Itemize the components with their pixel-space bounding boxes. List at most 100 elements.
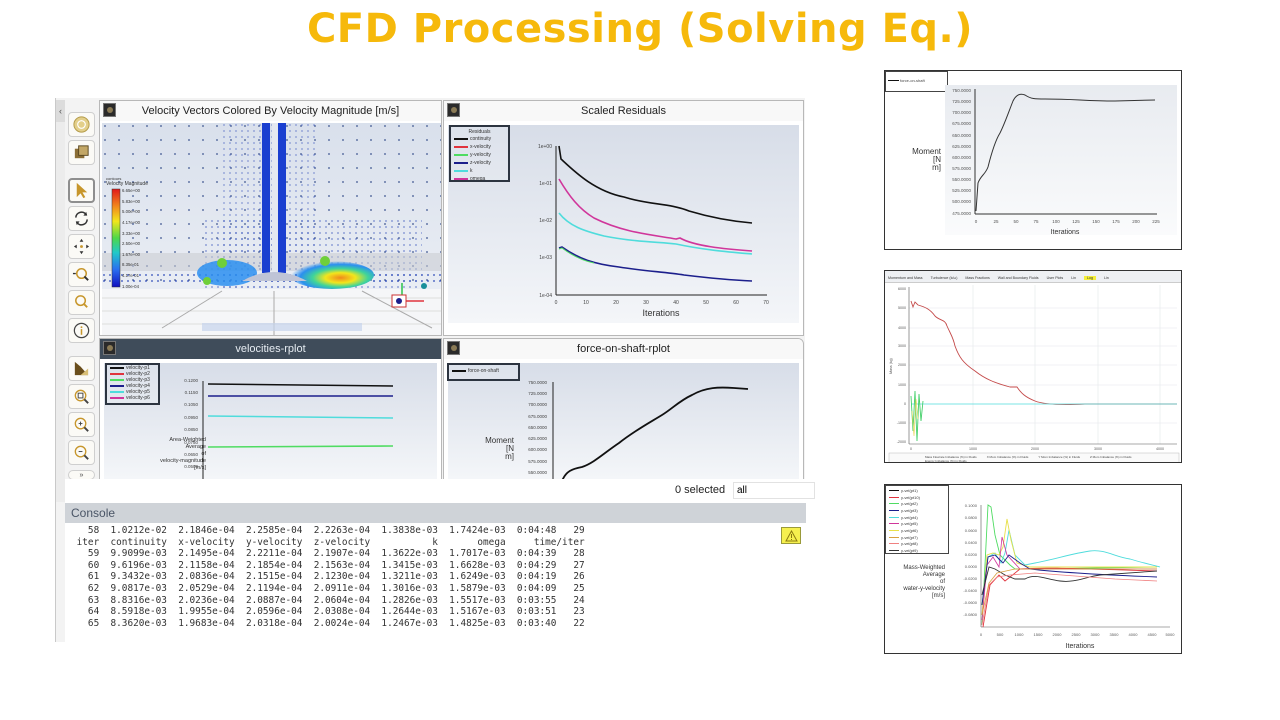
svg-text:70: 70 bbox=[763, 300, 769, 306]
fit-to-window-button[interactable] bbox=[68, 384, 95, 409]
pan-button[interactable] bbox=[68, 234, 95, 259]
zoom-out-button[interactable] bbox=[68, 440, 95, 465]
svg-text:600.0000: 600.0000 bbox=[528, 447, 547, 452]
svg-text:Mass (kg): Mass (kg) bbox=[889, 358, 893, 374]
console-output[interactable]: 58 1.0212e-02 2.1846e-04 2.2585e-04 2.22… bbox=[71, 525, 585, 629]
svg-text:550.0000: 550.0000 bbox=[528, 470, 547, 475]
pane-menu-icon[interactable] bbox=[103, 341, 116, 355]
force-on-shaft-pane[interactable]: force-on-shaft-rplot force-on-shaft Mome… bbox=[443, 338, 804, 480]
svg-text:725.0000: 725.0000 bbox=[528, 391, 547, 396]
svg-text:0.0800: 0.0800 bbox=[965, 515, 978, 520]
svg-text:50: 50 bbox=[1013, 219, 1019, 224]
svg-text:-0.0600: -0.0600 bbox=[963, 600, 977, 605]
warning-icon bbox=[784, 529, 798, 541]
svg-text:1000: 1000 bbox=[1015, 632, 1025, 637]
zoom-out-icon bbox=[74, 445, 89, 460]
scaled-residuals-pane[interactable]: Scaled Residuals Residuals continuity x-… bbox=[443, 100, 804, 336]
svg-text:750.0000: 750.0000 bbox=[952, 88, 971, 93]
velocity-vectors-pane[interactable]: Velocity Vectors Colored By Velocity Mag… bbox=[99, 100, 442, 336]
legend-item: y-vel(pt2) bbox=[886, 500, 948, 507]
svg-text:0: 0 bbox=[975, 219, 978, 224]
selection-filter-input[interactable] bbox=[733, 482, 815, 499]
pointer-select-button[interactable] bbox=[68, 178, 95, 203]
svg-text:0.0000: 0.0000 bbox=[965, 564, 978, 569]
svg-text:575.0000: 575.0000 bbox=[952, 166, 971, 171]
svg-text:-0.0200: -0.0200 bbox=[963, 576, 977, 581]
velocity-vector-field: contours Velocity Magnitude 6.65e+00 5.83… bbox=[102, 123, 441, 335]
svg-text:20: 20 bbox=[613, 300, 619, 306]
residuals-chart: 1e+00 1e-01 1e-02 1e-03 1e-04 0 10 20 30… bbox=[538, 144, 769, 318]
svg-text:60: 60 bbox=[733, 300, 739, 306]
svg-text:2.50e+00: 2.50e+00 bbox=[122, 241, 141, 246]
monitor-tab[interactable]: Lin bbox=[1103, 276, 1109, 280]
force-y-axis-title: Moment [N m] bbox=[485, 436, 514, 461]
svg-text:30: 30 bbox=[643, 300, 649, 306]
y-velocity-history-chart: y-vel(pt1) y-vel(pt10) y-vel(pt2) y-vel(… bbox=[884, 484, 1182, 654]
svg-text:650.0000: 650.0000 bbox=[952, 133, 971, 138]
svg-text:Iterations: Iterations bbox=[642, 308, 680, 318]
velocities-rplot-pane[interactable]: velocities-rplot velocity-p1 velocity-p2… bbox=[99, 338, 442, 480]
y-velocity-y-axis-title: Mass-Weighted Average of water-y-velocity [m… bbox=[903, 565, 945, 599]
svg-text:0.0600: 0.0600 bbox=[965, 528, 978, 533]
legend-item: velocity-p6 bbox=[107, 395, 158, 401]
svg-text:contours: contours bbox=[106, 176, 121, 181]
zoom-in-out-button[interactable] bbox=[68, 262, 95, 287]
monitor-tab[interactable]: Mass Fractions bbox=[965, 276, 990, 280]
velocity-vectors-title: Velocity Vectors Colored By Velocity Mag… bbox=[100, 101, 441, 121]
probe-info-button[interactable] bbox=[68, 318, 95, 343]
svg-text:50: 50 bbox=[703, 300, 709, 306]
svg-text:0.0500: 0.0500 bbox=[184, 464, 198, 469]
svg-text:Iterations: Iterations bbox=[1066, 643, 1095, 650]
svg-text:475.0000: 475.0000 bbox=[952, 211, 971, 216]
svg-text:5.83e+00: 5.83e+00 bbox=[122, 199, 141, 204]
legend-item: continuity bbox=[451, 135, 508, 143]
monitor-tab[interactable]: Momentum and Mass bbox=[888, 276, 923, 280]
warning-button[interactable] bbox=[781, 527, 801, 544]
mesh-display-icon bbox=[73, 116, 90, 133]
svg-text:625.0000: 625.0000 bbox=[528, 436, 547, 441]
svg-text:725.0000: 725.0000 bbox=[952, 99, 971, 104]
pane-menu-icon[interactable] bbox=[103, 103, 116, 117]
monitor-tab-active[interactable]: Log bbox=[1083, 276, 1096, 280]
svg-text:675.0000: 675.0000 bbox=[952, 121, 971, 126]
monitor-tabs: Momentum and Mass Turbulence (k/ω) Mass … bbox=[885, 276, 1181, 280]
velocities-chart: 0.1200 0.1150 0.1050 0.0950 0.0850 0.075… bbox=[184, 378, 394, 479]
scaled-residuals-title: Scaled Residuals bbox=[444, 101, 803, 121]
svg-text:700.0000: 700.0000 bbox=[528, 402, 547, 407]
rotate-icon bbox=[75, 211, 88, 226]
svg-text:1.67e+00: 1.67e+00 bbox=[122, 252, 141, 257]
plot-button[interactable] bbox=[68, 356, 95, 381]
svg-text:4.17e-01: 4.17e-01 bbox=[122, 273, 140, 278]
zoom-box-button[interactable] bbox=[68, 290, 95, 315]
pane-menu-icon[interactable] bbox=[447, 103, 460, 117]
legend-item: y-vel(pt4) bbox=[886, 514, 948, 521]
zoom-box-icon bbox=[75, 295, 88, 308]
view-box-button[interactable] bbox=[68, 140, 95, 165]
pane-menu-icon[interactable] bbox=[447, 341, 460, 355]
slide-title: CFD Processing (Solving Eq.) bbox=[306, 6, 974, 52]
svg-text:600.0000: 600.0000 bbox=[952, 155, 971, 160]
mesh-display-button[interactable] bbox=[68, 112, 95, 137]
residuals-legend: Residuals continuity x-velocity y-veloci… bbox=[449, 125, 510, 182]
svg-text:1500: 1500 bbox=[1034, 632, 1044, 637]
svg-text:0.0950: 0.0950 bbox=[184, 415, 198, 420]
svg-text:525.0000: 525.0000 bbox=[952, 188, 971, 193]
collapse-panel-button[interactable]: ‹ bbox=[56, 100, 65, 122]
svg-text:0.1000: 0.1000 bbox=[965, 503, 978, 508]
monitor-tab[interactable]: User Plots bbox=[1046, 276, 1064, 280]
svg-text:0.0750: 0.0750 bbox=[184, 440, 198, 445]
monitor-toolbar bbox=[885, 271, 1181, 283]
console-panel[interactable]: Console 58 1.0212e-02 2.1846e-04 2.2585e… bbox=[65, 503, 806, 642]
svg-text:0.1200: 0.1200 bbox=[184, 378, 198, 383]
svg-text:-2000: -2000 bbox=[897, 440, 906, 444]
rotate-button[interactable] bbox=[68, 206, 95, 231]
zoom-in-button[interactable] bbox=[68, 412, 95, 437]
monitor-tab[interactable]: Lin bbox=[1071, 276, 1076, 280]
svg-text:5000: 5000 bbox=[898, 306, 906, 310]
svg-text:25: 25 bbox=[993, 219, 999, 224]
velocities-y-axis-title: Area-Weighted Average of velocity-magnitude… bbox=[160, 437, 206, 471]
monitor-tab[interactable]: Turbulence (k/ω) bbox=[930, 276, 958, 280]
svg-text:0.0200: 0.0200 bbox=[965, 552, 978, 557]
svg-text:575.0000: 575.0000 bbox=[528, 459, 547, 464]
monitor-tab[interactable]: Wall and Boundary Fluids bbox=[997, 276, 1039, 280]
